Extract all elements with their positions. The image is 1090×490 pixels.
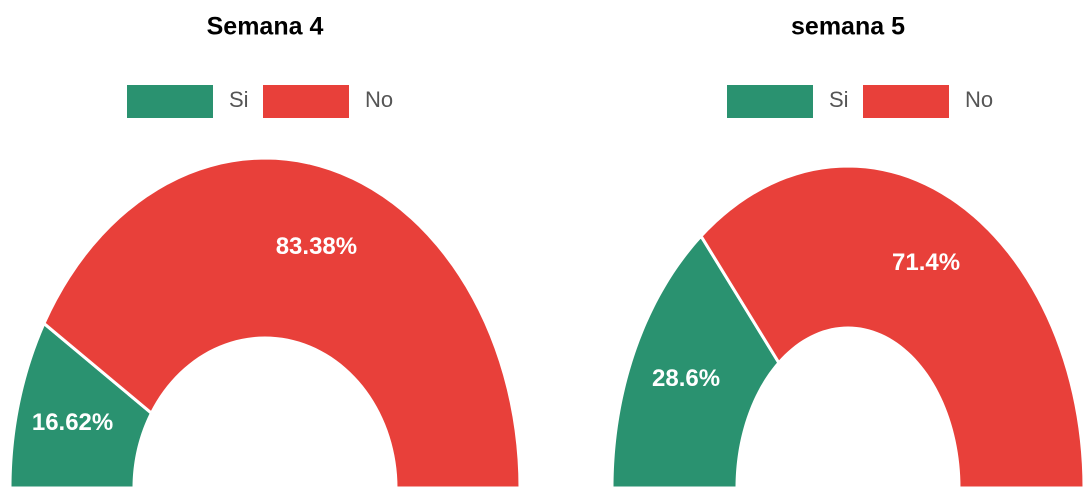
chart-title: Semana 4 xyxy=(207,13,324,41)
legend-swatch xyxy=(263,85,349,118)
value-label: 28.6% xyxy=(652,365,720,392)
donut-segment xyxy=(42,156,522,490)
value-label: 83.38% xyxy=(276,233,357,260)
legend-swatch xyxy=(127,85,213,118)
legend-label: No xyxy=(965,87,993,112)
value-label: 71.4% xyxy=(892,249,960,276)
legend-label: No xyxy=(365,87,393,112)
legend-swatch xyxy=(727,85,813,118)
legend-swatch xyxy=(863,85,949,118)
donut-segment xyxy=(699,164,1086,490)
chart-title: semana 5 xyxy=(791,13,905,41)
legend-label: Si xyxy=(229,87,249,112)
legend-label: Si xyxy=(829,87,849,112)
value-label: 16.62% xyxy=(32,409,113,436)
